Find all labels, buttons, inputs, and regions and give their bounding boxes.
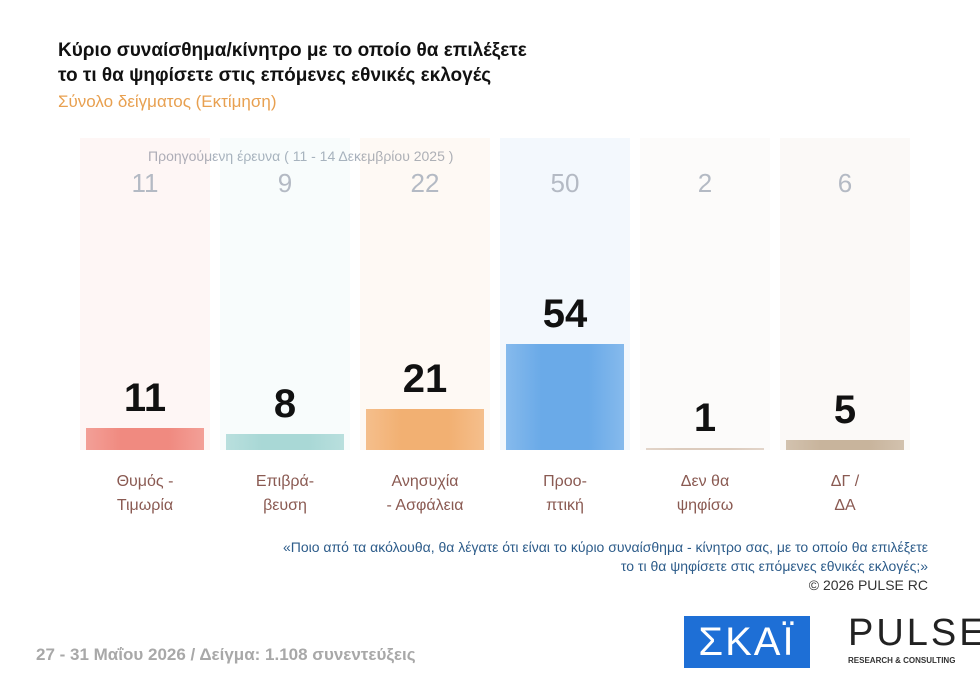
previous-value: 2 <box>697 168 713 198</box>
bar <box>786 440 904 450</box>
chart-subtitle: Σύνολο δείγματος (Εκτίμηση) <box>58 92 277 111</box>
bar <box>646 448 764 450</box>
value-label: 8 <box>273 382 297 427</box>
category-label: Προο- πτική <box>543 473 587 514</box>
column-background <box>780 138 910 450</box>
column-background <box>640 138 770 450</box>
category-label: Επιβρά- βευση <box>255 473 315 514</box>
previous-value: 6 <box>837 168 853 198</box>
previous-value: 11 <box>131 168 159 198</box>
logo-pulse: PULSE <box>848 612 980 654</box>
column-background <box>360 138 490 450</box>
category-label: Δεν θα ψηφίσω <box>676 473 734 514</box>
survey-info: 27 - 31 Μαΐου 2026 / Δείγμα: 1.108 συνεν… <box>36 645 416 664</box>
bar <box>366 408 484 450</box>
category-label: Θυμός - Τιμωρία <box>116 473 174 514</box>
logo-tagline: RESEARCH & CONSULTING <box>848 656 956 665</box>
question: «Ποιο από τα ακόλουθα, θα λέγατε ότι είν… <box>282 539 928 574</box>
value-label: 1 <box>693 396 717 441</box>
previous-value: 50 <box>550 168 580 198</box>
copyright: © 2026 PULSE RC <box>808 577 928 593</box>
bar <box>86 428 204 450</box>
category-label: ΔΓ / ΔΑ <box>830 473 860 514</box>
previous-survey-label: Προηγούμενη έρευνα ( 11 - 14 Δεκεμβρίου … <box>148 148 454 164</box>
previous-value: 22 <box>410 168 440 198</box>
bar <box>506 343 624 450</box>
column-background <box>220 138 350 450</box>
category-label: Ανησυχία - Ασφάλεια <box>386 473 464 514</box>
value-label: 11 <box>123 376 167 421</box>
logo-skai: ΣΚΑΪ <box>684 616 810 668</box>
value-label: 21 <box>402 356 448 401</box>
chart-title: Κύριο συναίσθημα/κίνητρο με το οποίο θα … <box>58 40 527 86</box>
previous-value: 9 <box>277 168 293 198</box>
value-label: 5 <box>833 388 857 433</box>
bar <box>226 434 344 450</box>
column-background <box>80 138 210 450</box>
value-label: 54 <box>542 291 588 336</box>
